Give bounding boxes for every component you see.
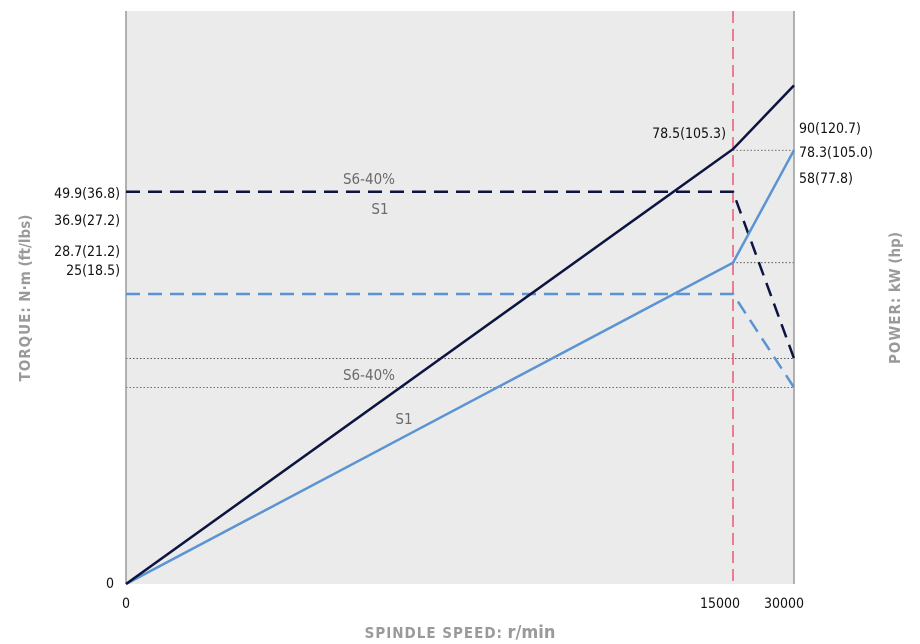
y-left-tick-28-7: 28.7(21.2) <box>54 244 120 260</box>
y-left-axis-title-prefix: TORQUE: <box>16 306 34 381</box>
series-line-power-s6-40 <box>125 84 795 586</box>
y-left-tick-0: 0 <box>106 576 114 592</box>
peak-label-78-5: 78.5(105.3) <box>652 126 726 142</box>
guide-lines <box>126 149 794 388</box>
y-left-axis-title: TORQUE: N·m (ft/lbs) <box>15 215 34 382</box>
x-tick-15000: 15000 <box>700 596 740 612</box>
x-tick-0: 0 <box>122 596 130 612</box>
x-axis-title-unit: r/min <box>508 622 556 643</box>
y-left-tick-25: 25(18.5) <box>66 263 120 279</box>
series-line-power-s1 <box>125 149 796 586</box>
series-label-s1-torque: S1 <box>371 200 388 218</box>
y-left-tick-49-9: 49.9(36.8) <box>54 186 120 202</box>
series-label-s1-power: S1 <box>395 410 412 428</box>
y-right-axis-title-unit: kW (hp) <box>886 232 904 292</box>
series-label-s6-power: S6-40% <box>343 366 395 384</box>
x-tick-30000: 30000 <box>764 596 804 612</box>
y-left-axis-title-unit: N·m (ft/lbs) <box>16 215 34 302</box>
y-right-tick-90: 90(120.7) <box>799 121 861 137</box>
y-left-tick-36-9: 36.9(27.2) <box>54 213 120 229</box>
x-axis-title: SPINDLE SPEED: r/min <box>365 622 556 643</box>
series-lines <box>125 84 796 586</box>
series-line-torque-s6-40 <box>126 190 796 359</box>
y-right-tick-58: 58(77.8) <box>799 171 853 187</box>
y-right-axis-title-prefix: POWER: <box>886 297 904 364</box>
series-line-torque-s1 <box>126 292 796 389</box>
x-axis-title-prefix: SPINDLE SPEED: <box>365 624 503 642</box>
series-label-s6-torque: S6-40% <box>343 170 395 188</box>
y-right-axis-title: POWER: kW (hp) <box>885 232 904 364</box>
plot-background <box>126 11 794 584</box>
y-right-tick-78-3: 78.3(105.0) <box>799 145 873 161</box>
